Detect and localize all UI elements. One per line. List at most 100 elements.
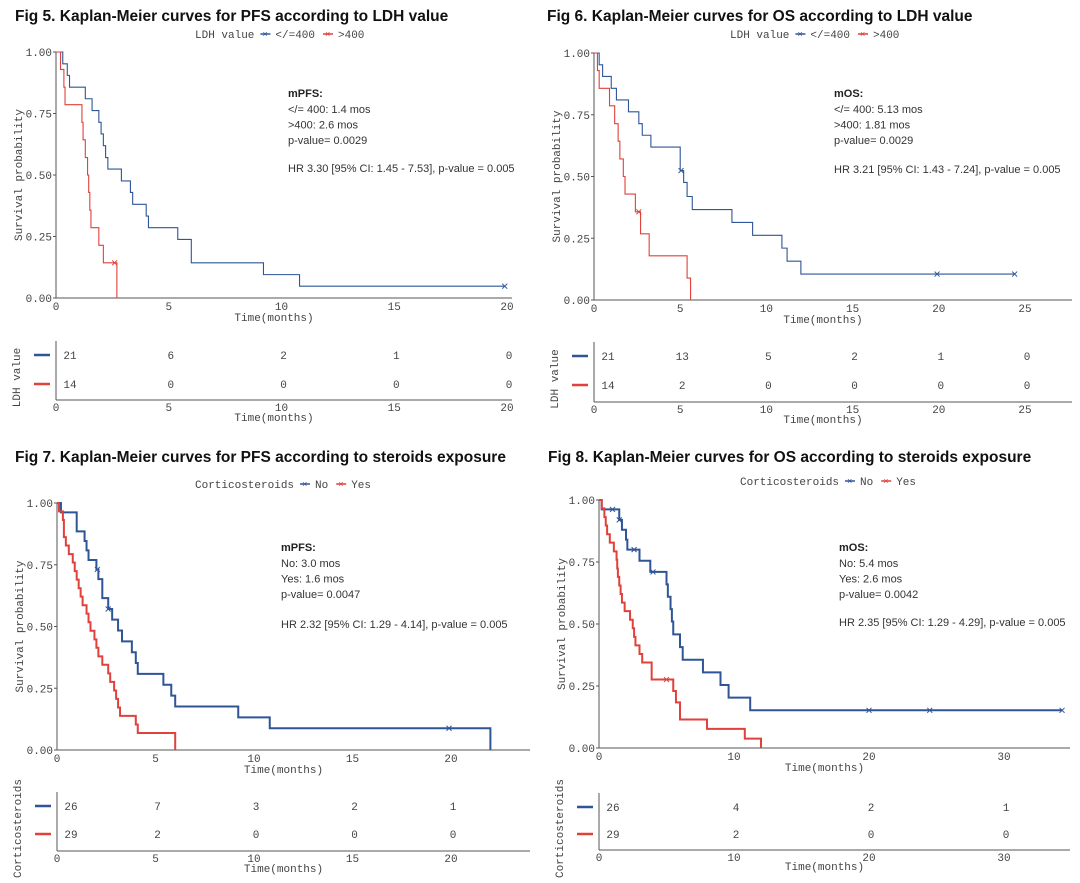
km-curve-Yes (599, 499, 762, 748)
legend-label: >400 (338, 30, 364, 42)
km-panel-1: Fig 5. Kaplan-Meier curves for PFS accor… (12, 8, 515, 425)
risk-count: 0 (765, 381, 772, 393)
legend-title: LDH value (195, 30, 254, 42)
y-tick-label: 0.75 (564, 111, 590, 123)
km-curve-400 (594, 52, 1015, 275)
km-curve-400 (56, 51, 505, 287)
risk-count: 0 (1024, 381, 1031, 393)
censor-mark (446, 725, 452, 732)
y-tick-label: 0.75 (569, 558, 595, 570)
risk-count: 0 (450, 830, 457, 842)
x-tick-label: 15 (846, 304, 859, 316)
risk-count: 0 (167, 380, 174, 392)
x-tick-label: 15 (346, 754, 359, 766)
y-tick-label: 0.75 (26, 110, 52, 122)
y-axis-label: Survival probability (15, 560, 27, 692)
annotation-heading: mPFS: (281, 542, 316, 554)
risk-count: 2 (679, 381, 686, 393)
risk-count: 0 (253, 830, 260, 842)
annotation-line: p-value= 0.0029 (834, 135, 913, 147)
y-tick-label: 0.25 (27, 684, 53, 696)
annotation-line: Yes: 1.6 mos (281, 574, 345, 586)
risk-x-tick-label: 10 (760, 405, 773, 417)
risk-table: Corticosteroids 26 4 2 129 2 0 00 10 20 30Time(mon… (555, 779, 1070, 878)
legend: LDH value × </=400 × >400 (195, 30, 364, 42)
risk-x-axis-label: Time(months) (244, 864, 323, 876)
x-tick-label: 0 (54, 754, 61, 766)
annotation-heading: mPFS: (288, 88, 323, 100)
censor-mark (609, 506, 616, 513)
censor-mark (866, 707, 872, 714)
x-axis-label: Time(months) (783, 315, 862, 327)
risk-table-label: Corticosteroids (13, 779, 25, 878)
risk-x-tick-label: 10 (247, 854, 260, 866)
x-tick-label: 0 (591, 304, 598, 316)
legend-label: No (315, 480, 328, 492)
risk-table: LDH value 21 13 5 2 1 014 2 0 0 0 00 5 10 15 20 25Time(m… (550, 342, 1072, 427)
legend-label: Yes (351, 480, 371, 492)
chart-title: Fig 8. Kaplan-Meier curves for OS accord… (548, 449, 1032, 466)
x-tick-label: 10 (275, 302, 288, 314)
km-curve-Yes (57, 502, 177, 750)
y-tick-label: 1.00 (569, 496, 595, 508)
annotation-heading: mOS: (839, 542, 868, 554)
x-tick-label: 20 (500, 302, 513, 314)
censor-mark (631, 546, 637, 553)
legend-marker-icon: × (847, 477, 852, 487)
risk-count: 0 (280, 380, 287, 392)
risk-x-tick-label: 0 (596, 853, 603, 865)
y-axis-label: Survival probability (552, 110, 564, 242)
x-tick-label: 15 (388, 302, 401, 314)
risk-count: 0 (506, 380, 513, 392)
legend-label: No (860, 477, 873, 489)
censor-mark (678, 167, 684, 174)
risk-x-tick-label: 10 (275, 403, 288, 415)
risk-count: 0 (1003, 830, 1010, 842)
risk-count: 21 (63, 351, 77, 363)
legend: LDH value × </=400 × >400 (730, 30, 899, 42)
censor-mark (105, 606, 112, 612)
risk-count: 0 (1024, 352, 1031, 364)
risk-count: 2 (351, 802, 358, 814)
risk-table-label: LDH value (550, 349, 562, 408)
censor-mark (111, 259, 118, 266)
risk-table-label: LDH value (12, 348, 24, 407)
risk-count: 13 (676, 352, 689, 364)
censor-mark (1059, 707, 1065, 714)
x-tick-label: 5 (165, 302, 172, 314)
y-axis-label: Survival probability (557, 558, 569, 690)
censor-mark (650, 569, 656, 575)
x-tick-label: 20 (444, 754, 457, 766)
y-tick-label: 0.25 (26, 233, 52, 245)
risk-x-tick-label: 20 (444, 854, 457, 866)
chart-title: Fig 5. Kaplan-Meier curves for PFS accor… (15, 8, 449, 25)
risk-count: 5 (765, 352, 772, 364)
risk-count: 2 (733, 830, 740, 842)
x-tick-label: 5 (152, 754, 159, 766)
annotation-line: No: 5.4 mos (839, 558, 899, 570)
risk-count: 26 (606, 803, 619, 815)
legend-marker-icon: × (797, 30, 802, 40)
legend-marker-icon: × (860, 30, 865, 40)
risk-count: 21 (601, 352, 615, 364)
legend-title: LDH value (730, 30, 789, 42)
x-tick-label: 25 (1018, 304, 1031, 316)
risk-count: 14 (63, 380, 77, 392)
legend-marker-icon: × (325, 30, 330, 40)
y-tick-label: 0.00 (569, 744, 595, 756)
censor-mark (934, 271, 940, 277)
risk-count: 1 (1003, 803, 1010, 815)
censor-mark (635, 208, 642, 215)
risk-x-tick-label: 0 (591, 405, 598, 417)
risk-count: 3 (253, 802, 260, 814)
annotation-line: p-value= 0.0047 (281, 589, 360, 601)
y-tick-label: 0.75 (27, 561, 53, 573)
y-tick-label: 0.50 (26, 171, 52, 183)
risk-table-label: Corticosteroids (555, 779, 567, 878)
risk-count: 7 (154, 802, 161, 814)
y-tick-label: 0.00 (26, 294, 52, 306)
risk-x-tick-label: 10 (727, 853, 740, 865)
legend-marker-icon: × (883, 477, 888, 487)
y-tick-label: 1.00 (564, 49, 590, 61)
